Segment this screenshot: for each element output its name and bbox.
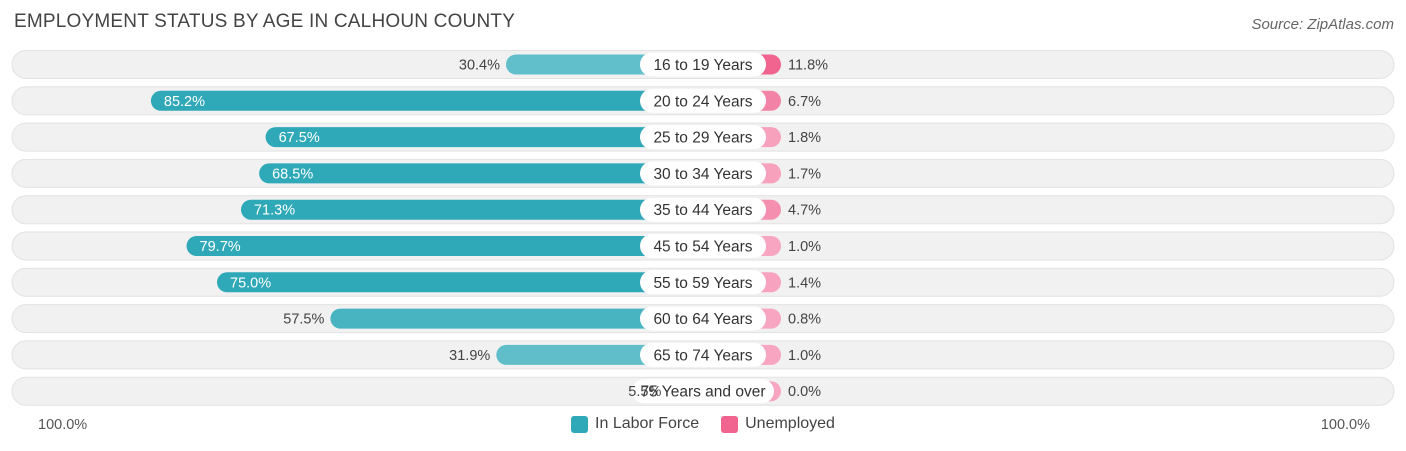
unemployed-value-label: 1.4%	[788, 275, 821, 291]
labor-force-bar	[330, 308, 703, 329]
unemployed-value-label: 1.0%	[788, 348, 821, 364]
legend-label-labor-force: In Labor Force	[595, 415, 700, 432]
legend: In Labor Force Unemployed	[0, 415, 1406, 433]
labor-force-value-label: 71.3%	[254, 203, 295, 219]
category-label-pill	[640, 197, 766, 222]
labor-force-bar	[186, 236, 703, 256]
category-label-pill	[640, 270, 766, 295]
unemployed-value-label: 6.7%	[788, 94, 821, 110]
category-label: 60 to 64 Years	[653, 311, 752, 328]
axis-right-label: 100.0%	[1320, 417, 1370, 433]
unemployed-value-label: 1.7%	[788, 166, 821, 182]
unemployed-value-label: 1.0%	[788, 239, 821, 255]
unemployed-value-label: 4.7%	[788, 203, 821, 219]
unemployed-value-label: 11.8%	[788, 58, 828, 74]
category-label: 55 to 59 Years	[653, 275, 752, 292]
axis-left-label: 100.0%	[38, 417, 88, 433]
category-label: 75 Years and over	[641, 384, 766, 401]
labor-force-bar	[259, 163, 703, 184]
unemployed-swatch	[721, 415, 739, 433]
labor-force-value-label: 57.5%	[283, 312, 324, 328]
unemployed-value-label: 1.8%	[788, 130, 821, 146]
legend-item-unemployed: Unemployed	[721, 415, 835, 433]
labor-force-bar	[217, 272, 703, 293]
category-label-pill	[640, 342, 766, 367]
category-label: 65 to 74 Years	[653, 347, 752, 364]
legend-label-unemployed: Unemployed	[745, 415, 835, 432]
labor-force-value-label: 68.5%	[272, 166, 313, 182]
category-label-pill	[640, 234, 766, 258]
category-label-pill	[640, 161, 766, 186]
labor-force-value-label: 5.5%	[628, 384, 661, 400]
labor-force-bar	[240, 199, 703, 220]
labor-force-value-label: 31.9%	[449, 348, 490, 364]
category-label: 45 to 54 Years	[653, 239, 752, 256]
unemployed-value-label: 0.0%	[788, 384, 821, 400]
labor-force-value-label: 79.7%	[200, 239, 241, 255]
category-label-pill	[640, 306, 766, 331]
unemployed-value-label: 0.8%	[788, 312, 821, 328]
labor-force-swatch	[571, 415, 589, 433]
category-label: 20 to 24 Years	[653, 93, 752, 110]
source-credit: Source: ZipAtlas.com	[1251, 16, 1394, 33]
category-label-pill	[640, 52, 766, 77]
labor-force-bar	[265, 127, 703, 148]
labor-force-value-label: 67.5%	[279, 130, 320, 146]
labor-force-value-label: 75.0%	[230, 275, 271, 291]
category-label: 16 to 19 Years	[653, 57, 752, 74]
labor-force-value-label: 85.2%	[164, 94, 205, 110]
category-label: 35 to 44 Years	[653, 202, 752, 219]
labor-force-value-label: 30.4%	[459, 58, 500, 74]
chart-title: EMPLOYMENT STATUS BY AGE IN CALHOUN COUN…	[14, 11, 516, 32]
category-label: 30 to 34 Years	[653, 166, 752, 183]
labor-force-bar	[150, 90, 704, 111]
category-label-pill	[640, 125, 766, 150]
category-label-pill	[640, 88, 766, 113]
category-label: 25 to 29 Years	[653, 130, 752, 147]
category-label-pill	[632, 379, 774, 404]
legend-item-labor-force: In Labor Force	[571, 415, 699, 433]
